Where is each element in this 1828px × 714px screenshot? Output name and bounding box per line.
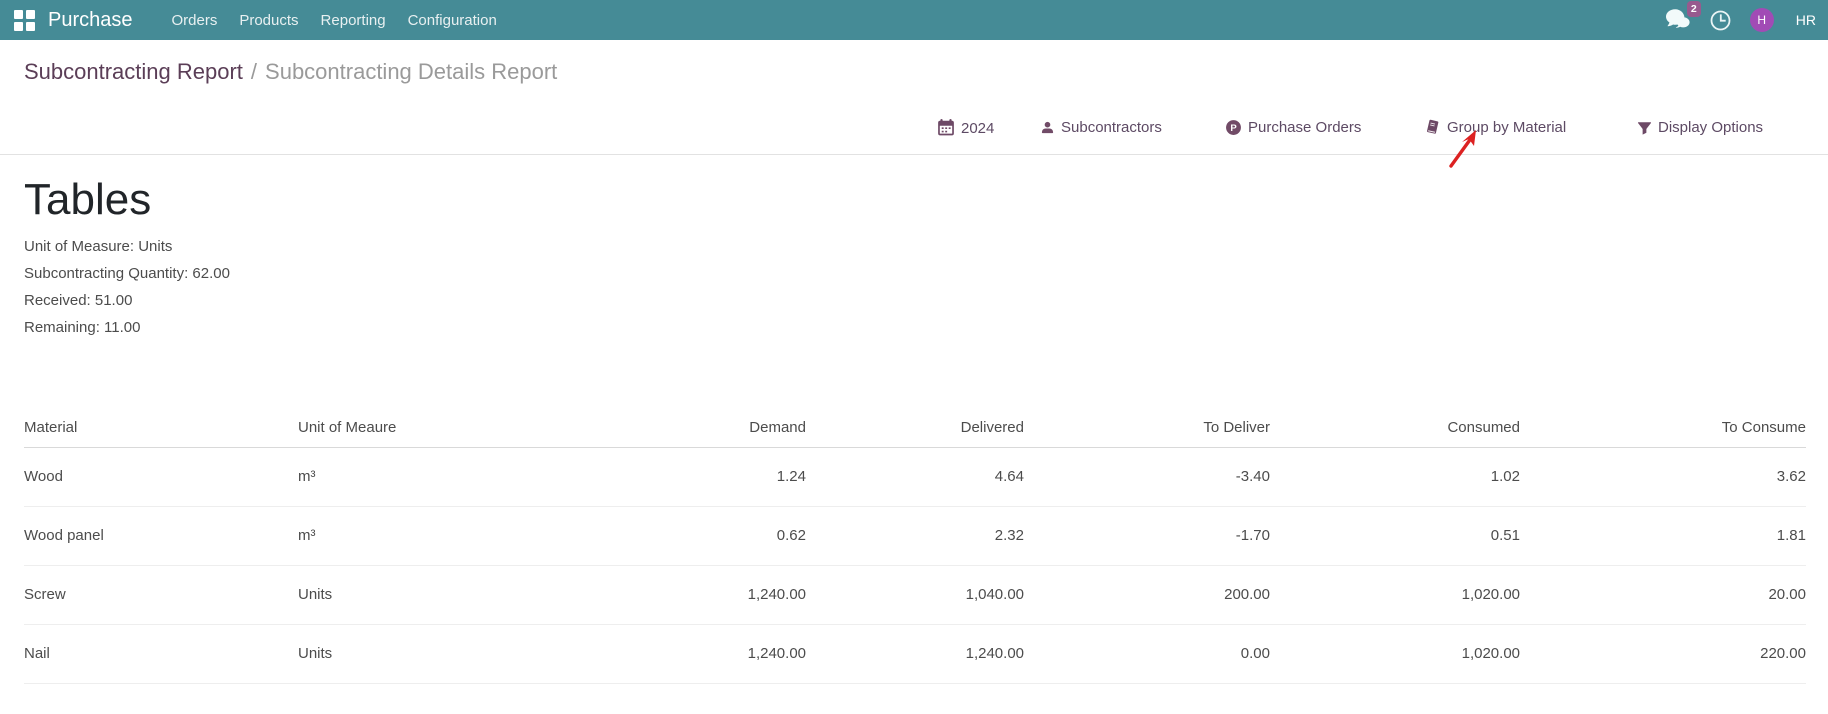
svg-text:P: P	[1230, 123, 1237, 134]
